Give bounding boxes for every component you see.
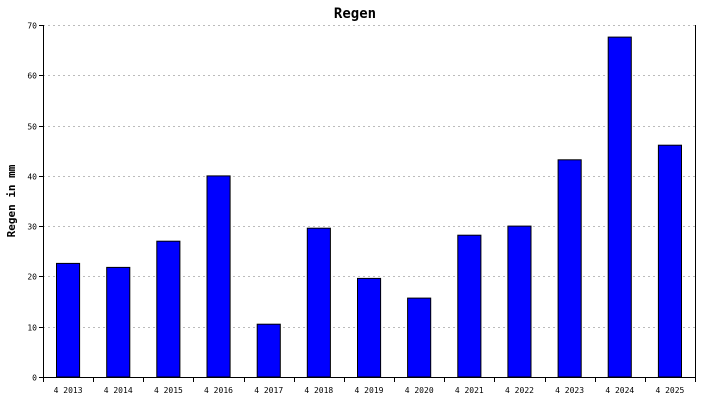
bar-4-2017 [256,323,281,378]
y-tick-label: 50 [27,123,37,132]
y-tick-label: 10 [27,324,37,333]
bar-4-2024 [607,36,632,378]
bar-4-2025 [657,144,683,378]
x-tick-label: 4 2014 [104,386,133,395]
x-tick-label: 4 2023 [555,386,584,395]
x-tick-label: 4 2015 [154,386,183,395]
bar-4-2018 [306,227,331,378]
bar-4-2020 [407,297,432,378]
y-tick-label: 0 [32,374,37,383]
bar-4-2016 [206,175,231,378]
y-tick-label: 40 [27,173,37,182]
bar-4-2021 [457,234,482,378]
y-tick-label: 60 [27,72,37,81]
bar-4-2023 [557,159,582,378]
x-tick-label: 4 2024 [605,386,634,395]
axes [43,25,696,378]
x-tick-label: 4 2021 [455,386,484,395]
bar-4-2014 [106,266,131,378]
x-tick-label: 4 2018 [304,386,333,395]
chart-title: Regen [334,6,376,22]
x-tick-label: 4 2013 [54,386,83,395]
x-tick-label: 4 2016 [204,386,233,395]
bar-4-2022 [507,225,532,378]
bars [56,36,683,378]
x-tick-label: 4 2022 [505,386,534,395]
y-axis-label: Regen in mm [5,164,18,237]
bar-4-2019 [357,277,382,378]
y-tick-label: 30 [27,223,37,232]
x-tick-label: 4 2025 [655,386,684,395]
x-tick-label: 4 2019 [355,386,384,395]
y-tick-label: 70 [27,22,37,31]
x-tick-label: 4 2017 [254,386,283,395]
bar-4-2013 [56,262,81,378]
x-tick-label: 4 2020 [405,386,434,395]
x-axis-ticks: 4 2013 4 2014 4 2015 4 2016 4 2017 4 2018 4 20… [43,377,696,395]
bar-4-2015 [156,240,181,378]
y-tick-label: 20 [27,273,37,282]
y-axis-ticks: 0 10 20 30 40 50 60 70 [27,22,43,383]
